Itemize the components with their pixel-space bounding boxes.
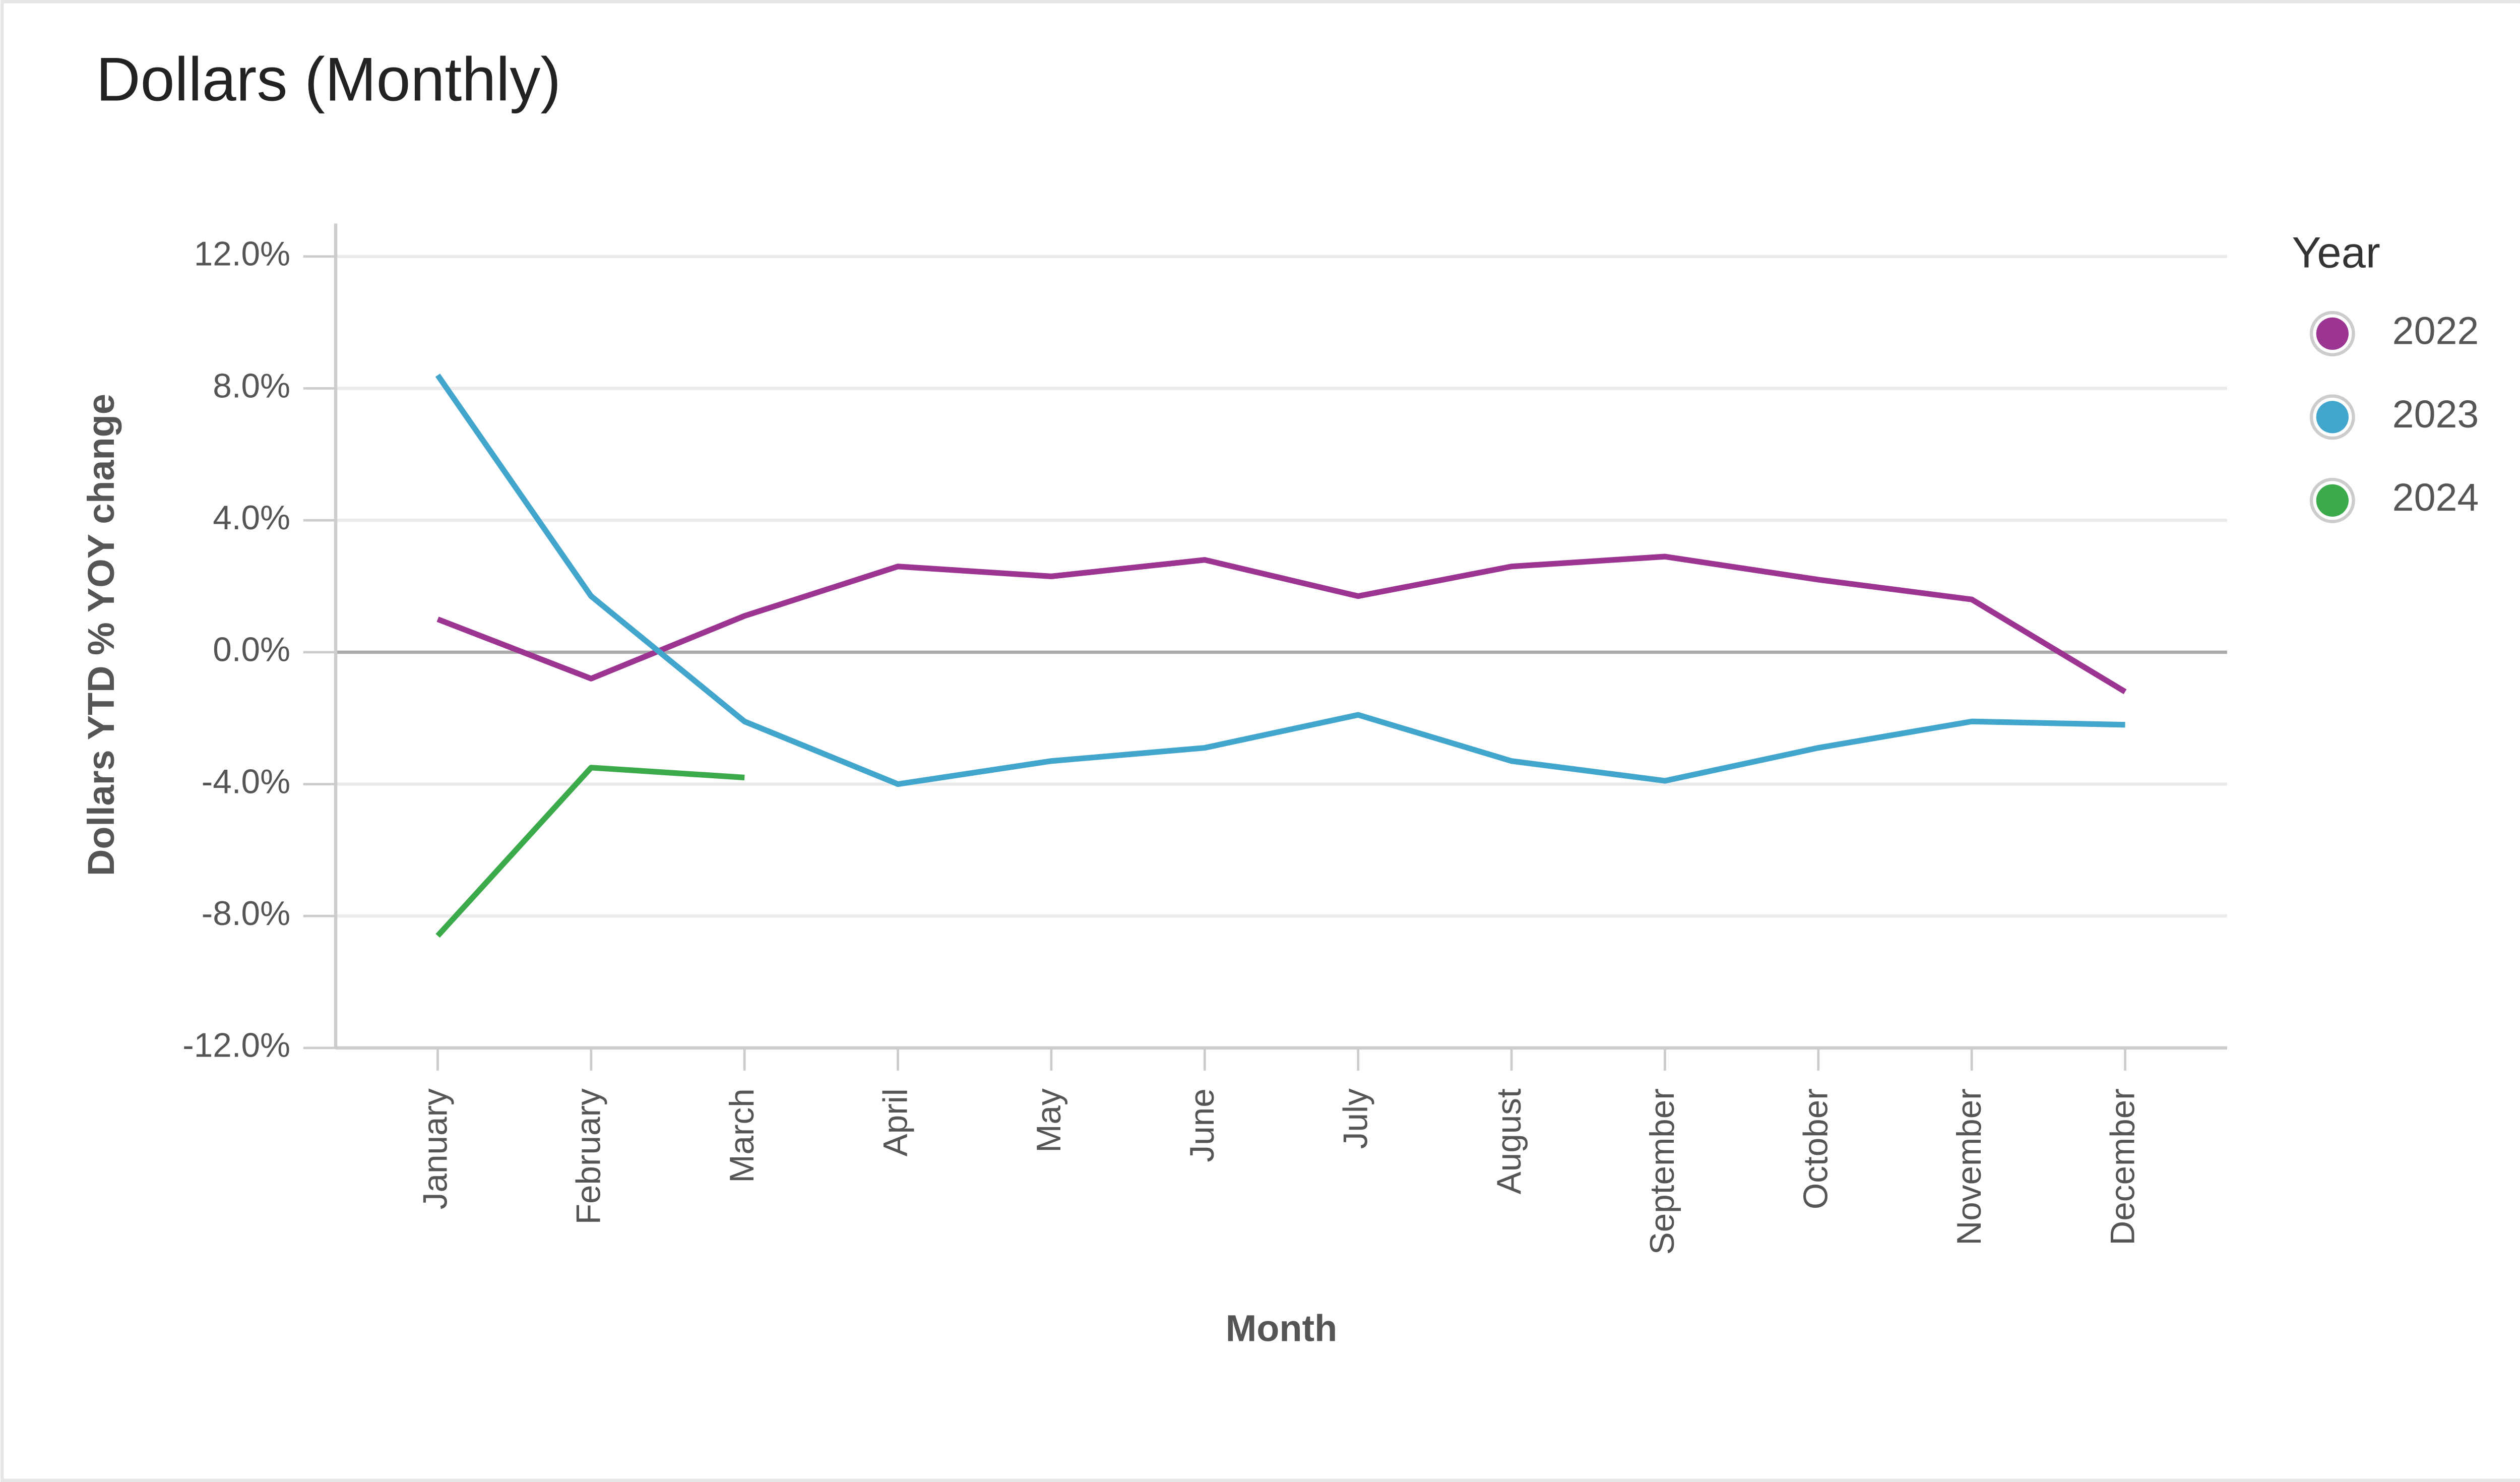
x-tick-label: July: [1337, 1088, 1375, 1149]
x-axis-title: Month: [1226, 1308, 1338, 1349]
y-tick-label: -12.0%: [182, 1027, 290, 1065]
legend-label: 2022: [2392, 309, 2479, 352]
y-tick-label: 12.0%: [194, 235, 290, 273]
x-tick-label: September: [1644, 1088, 1681, 1255]
y-tick-label: 8.0%: [213, 367, 290, 405]
x-tick-label: December: [2104, 1088, 2141, 1245]
legend-marker: [2316, 401, 2349, 434]
x-tick-label: October: [1797, 1088, 1835, 1209]
x-tick-label: June: [1183, 1088, 1221, 1162]
y-tick-label: -4.0%: [202, 763, 290, 800]
y-tick-label: 0.0%: [213, 631, 290, 669]
series-line: [435, 765, 745, 938]
y-axis-title: Dollars YTD % YOY change: [80, 394, 122, 876]
y-tick-label: 4.0%: [213, 499, 290, 537]
legend-label: 2023: [2392, 393, 2479, 436]
chart-title: Dollars (Monthly): [96, 44, 561, 113]
y-tick-label: -8.0%: [202, 895, 290, 933]
series-line: [435, 374, 2125, 787]
x-tick-label: February: [570, 1088, 608, 1224]
x-tick-label: January: [416, 1088, 454, 1209]
x-tick-label: November: [1950, 1088, 1988, 1245]
legend-label: 2024: [2392, 476, 2479, 519]
legend-title: Year: [2292, 228, 2380, 277]
series-line: [436, 553, 2127, 695]
legend-marker: [2316, 317, 2349, 350]
x-tick-label: August: [1490, 1088, 1528, 1194]
x-tick-label: May: [1030, 1088, 1068, 1153]
x-tick-label: April: [876, 1088, 914, 1156]
legend-marker: [2316, 484, 2349, 517]
x-tick-label: March: [723, 1088, 761, 1183]
